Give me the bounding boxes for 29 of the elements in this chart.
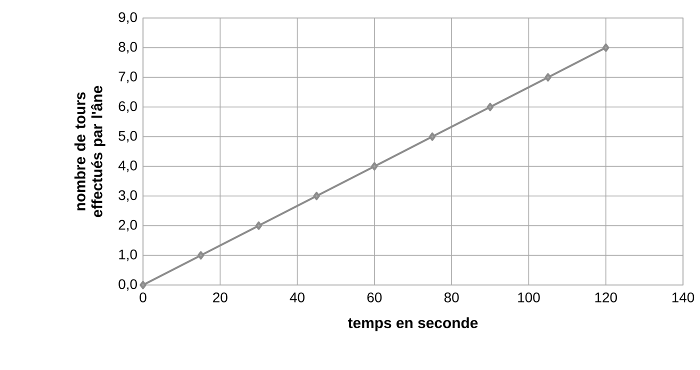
x-tick-label: 120 bbox=[595, 292, 617, 302]
point bbox=[197, 251, 204, 260]
y-tick-label: 7,0 bbox=[118, 72, 137, 84]
x-tick-label: 140 bbox=[672, 292, 694, 302]
y-axis-title: nombre de tours effectués par l'âne bbox=[74, 86, 106, 218]
point bbox=[313, 192, 320, 200]
y-tick-label: 1,0 bbox=[119, 250, 137, 262]
x-tick-label: 20 bbox=[213, 292, 228, 302]
point bbox=[428, 132, 436, 141]
y-tick-label: 9,0 bbox=[118, 12, 137, 24]
y-tick-label: 4,0 bbox=[118, 160, 137, 172]
y-tick-label: 8,0 bbox=[118, 42, 137, 54]
x-tick-label: 0 bbox=[140, 292, 146, 302]
x-tick-label: 80 bbox=[444, 292, 459, 302]
x-tick-label: 100 bbox=[518, 292, 540, 302]
y-tick-label: 5,0 bbox=[118, 130, 137, 142]
y-tick-label: 2,0 bbox=[118, 220, 137, 232]
point bbox=[602, 43, 610, 52]
y-tick-label: 6,0 bbox=[118, 101, 137, 113]
x-tick-label: 60 bbox=[367, 292, 382, 302]
point bbox=[255, 221, 262, 230]
x-axis-title: temps en seconde bbox=[348, 317, 478, 332]
point bbox=[486, 102, 494, 112]
y-tick-label: 0,0 bbox=[118, 279, 137, 291]
x-tick-label: 40 bbox=[290, 292, 305, 302]
y-tick-label: 3,0 bbox=[118, 190, 137, 202]
point bbox=[371, 162, 378, 171]
point bbox=[544, 73, 552, 82]
point bbox=[140, 280, 146, 290]
